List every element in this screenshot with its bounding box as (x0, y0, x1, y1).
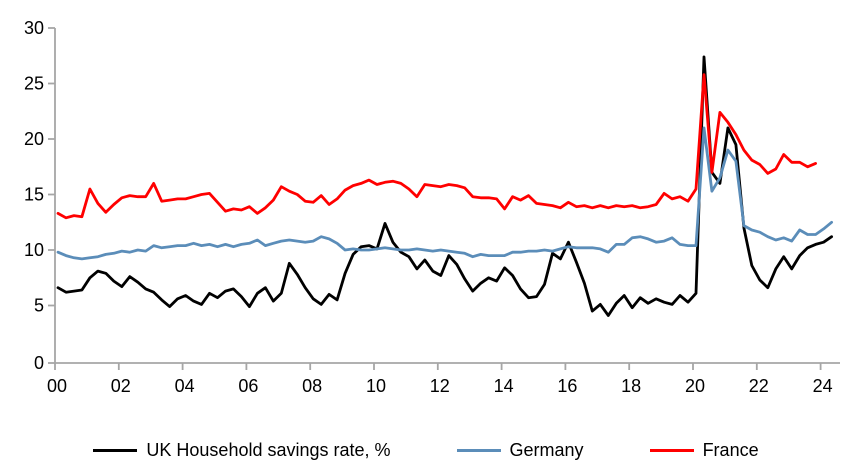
germany-line (56, 126, 833, 261)
legend-label-germany: Germany (509, 440, 584, 460)
y-tick-label: 10 (24, 240, 44, 260)
legend: UK Household savings rate, % Germany Fra… (0, 441, 852, 459)
legend-item-france: France (649, 440, 759, 460)
uk-line-swatch (93, 448, 138, 452)
x-tick-label: 10 (366, 376, 386, 396)
france-line (56, 73, 817, 220)
x-tick-label: 00 (47, 376, 67, 396)
x-tick-label: 02 (111, 376, 131, 396)
x-tick-label: 04 (175, 376, 195, 396)
x-tick-label: 24 (813, 376, 833, 396)
legend-label-uk: UK Household savings rate, % (146, 440, 391, 460)
legend-item-germany: Germany (456, 440, 584, 460)
y-tick-label: 15 (24, 185, 44, 205)
legend-item-uk: UK Household savings rate, % (93, 440, 391, 460)
x-tick-label: 14 (494, 376, 514, 396)
x-tick-label: 06 (238, 376, 258, 396)
x-tick-label: 18 (621, 376, 641, 396)
legend-label-france: France (702, 440, 759, 460)
y-tick-label: 30 (24, 18, 44, 38)
axes: 0 5 10 15 20 25 30 00 02 04 06 08 10 12 14 16 18 20 22 24 (24, 18, 840, 396)
y-tick-label: 0 (34, 353, 44, 373)
x-tick-label: 16 (557, 376, 577, 396)
france-line-swatch (649, 448, 694, 452)
y-tick-label: 25 (24, 74, 44, 94)
y-tick-label: 5 (34, 296, 44, 316)
y-tick-label: 20 (24, 129, 44, 149)
x-tick-label: 20 (685, 376, 705, 396)
x-tick-label: 08 (302, 376, 322, 396)
x-tick-label: 12 (430, 376, 450, 396)
germany-line-swatch (456, 448, 501, 452)
x-tick-label: 22 (749, 376, 769, 396)
